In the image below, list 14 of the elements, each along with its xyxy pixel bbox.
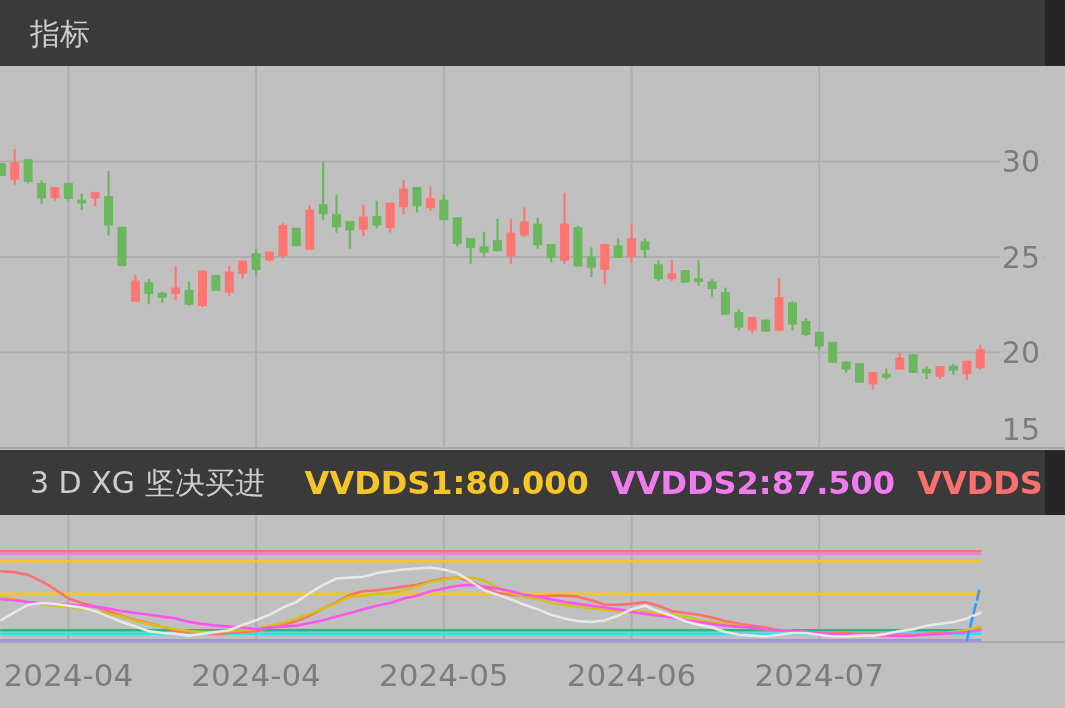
text: VVDDS2:87.500 [610,463,896,502]
x-tick-label: 2024-07 [754,657,885,693]
x-tick-label: 2024-06 [566,657,697,693]
chart-title: 3 D XG 坚决买进 [30,465,265,500]
y-tick-label: 15 [1001,411,1040,447]
x-tick-label: 2024-04 [191,657,321,693]
text: VVDDS1:80.000 [304,463,589,502]
x-tick-label: 2024-05 [379,657,509,693]
chart-title: 指标 [29,15,90,51]
x-tick-label: 2024-04 [3,657,134,693]
y-tick-label: 30 [1001,144,1040,179]
y-tick-label: 20 [1001,335,1040,370]
y-tick-label: 25 [1001,239,1040,275]
text: VVDDS [917,463,1043,502]
